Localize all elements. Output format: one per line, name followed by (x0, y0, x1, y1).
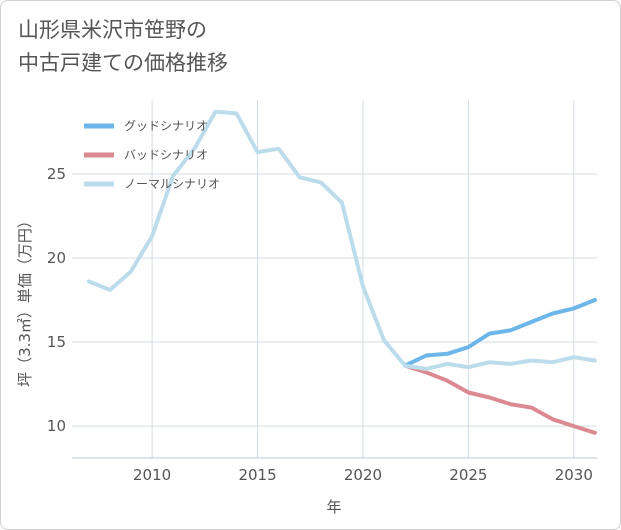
y-axis-label: 坪（3.3㎡）単価（万円） (16, 213, 34, 387)
y-tick-label: 15 (47, 333, 66, 351)
legend-label: バッドシナリオ (124, 148, 208, 162)
legend-label: ノーマルシナリオ (124, 177, 220, 191)
x-tick-label: 2020 (344, 466, 382, 484)
y-tick-label: 20 (47, 249, 66, 267)
series-line-1 (403, 363, 597, 435)
plot-area (72, 100, 597, 458)
x-axis-label: 年 (326, 498, 341, 516)
series-line-0 (403, 298, 597, 368)
grid-lines (72, 100, 597, 459)
legend-label: グッドシナリオ (124, 119, 208, 133)
y-tick-labels: 10 15 20 25 (47, 165, 66, 435)
x-tick-label: 2010 (133, 466, 171, 484)
series-lines (86, 109, 597, 435)
chart-title: 山形県米沢市笹野の 中古戸建ての価格推移 (18, 14, 228, 80)
chart-title-line1: 山形県米沢市笹野の (18, 18, 207, 42)
x-tick-label: 2030 (555, 466, 593, 484)
series-line-2 (86, 109, 597, 371)
y-tick-label: 25 (47, 165, 66, 183)
y-tick-label: 10 (47, 417, 66, 435)
x-tick-label: 2025 (449, 466, 487, 484)
x-tick-labels: 2010 2015 2020 2025 2030 (133, 466, 593, 484)
chart-title-line2: 中古戸建ての価格推移 (18, 51, 228, 75)
x-tick-label: 2015 (238, 466, 276, 484)
